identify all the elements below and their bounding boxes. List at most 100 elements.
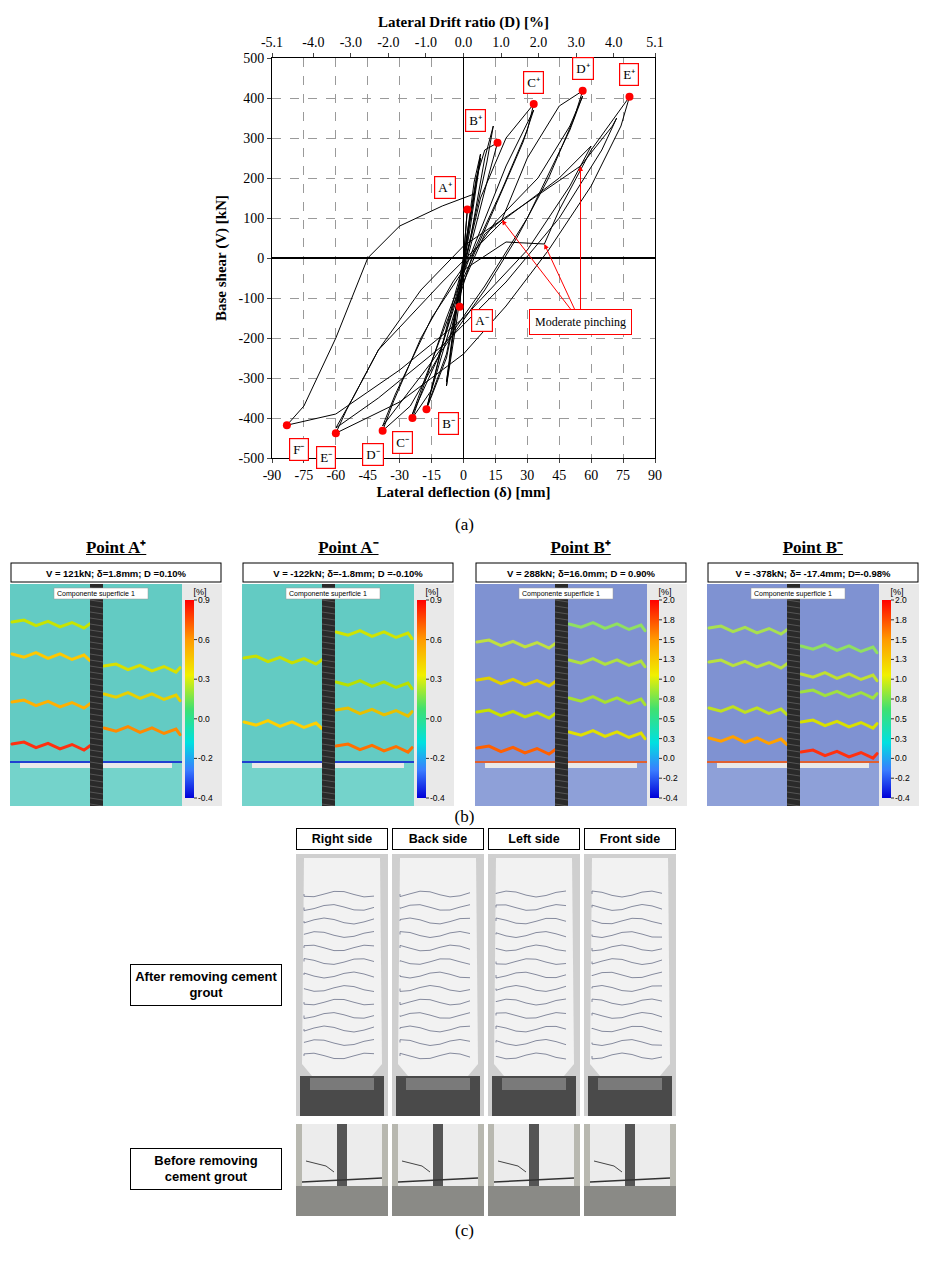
svg-text:Lateral deflection (δ) [mm]: Lateral deflection (δ) [mm]: [377, 484, 551, 501]
svg-text:0.0: 0.0: [663, 753, 675, 763]
svg-text:-0.4: -0.4: [663, 793, 678, 803]
svg-text:0.0: 0.0: [198, 714, 210, 724]
svg-text:V = -122kN; δ=-1.8mm; D =-0.10: V = -122kN; δ=-1.8mm; D =-0.10%: [274, 568, 424, 579]
svg-text:E⁻: E⁻: [320, 450, 332, 465]
svg-text:D⁺: D⁺: [576, 61, 589, 76]
svg-text:1.0: 1.0: [492, 35, 510, 50]
svg-text:2.0: 2.0: [895, 595, 907, 605]
svg-text:0.9: 0.9: [430, 595, 442, 605]
svg-text:60: 60: [584, 468, 598, 483]
svg-text:0.3: 0.3: [430, 674, 442, 684]
svg-text:-2.0: -2.0: [377, 35, 399, 50]
svg-text:1.5: 1.5: [895, 635, 907, 645]
svg-text:-3.0: -3.0: [340, 35, 362, 50]
svg-text:1.0: 1.0: [895, 674, 907, 684]
svg-text:Lateral Drift ratio (D) [%]: Lateral Drift ratio (D) [%]: [378, 14, 549, 31]
svg-text:1.8: 1.8: [895, 615, 907, 625]
svg-text:0.0: 0.0: [430, 714, 442, 724]
svg-text:C⁺: C⁺: [527, 75, 540, 90]
svg-text:-45: -45: [358, 468, 377, 483]
html-text:Point B⁻: Point B⁻: [782, 538, 843, 557]
html-text:Point A⁺: Point A⁺: [86, 538, 147, 557]
svg-text:-0.4: -0.4: [895, 793, 910, 803]
svg-text:1.0: 1.0: [663, 674, 675, 684]
svg-text:100: 100: [243, 211, 264, 226]
svg-text:0.8: 0.8: [663, 694, 675, 704]
svg-text:V = 288kN; δ=16.0mm; D = 0.90%: V = 288kN; δ=16.0mm; D = 0.90%: [507, 568, 656, 579]
svg-text:-0.2: -0.2: [430, 753, 445, 763]
svg-text:D⁻: D⁻: [366, 447, 379, 462]
svg-text:0.6: 0.6: [198, 635, 210, 645]
svg-text:-4.0: -4.0: [302, 35, 324, 50]
svg-text:A⁻: A⁻: [475, 313, 488, 328]
svg-text:0.8: 0.8: [895, 694, 907, 704]
svg-text:-200: -200: [239, 331, 265, 346]
svg-text:-30: -30: [390, 468, 409, 483]
svg-text:Componente superficie 1: Componente superficie 1: [57, 590, 135, 598]
svg-text:-500: -500: [239, 451, 265, 466]
html-text:(a): (a): [455, 515, 474, 534]
svg-text:0.3: 0.3: [895, 734, 907, 744]
svg-text:-5.1: -5.1: [261, 35, 283, 50]
svg-text:-15: -15: [422, 468, 441, 483]
svg-text:2.0: 2.0: [530, 35, 548, 50]
html-text:Point B⁺: Point B⁺: [550, 538, 611, 557]
svg-text:0.5: 0.5: [663, 714, 675, 724]
svg-text:500: 500: [243, 51, 264, 66]
svg-text:0.6: 0.6: [430, 635, 442, 645]
svg-text:E⁺: E⁺: [623, 67, 635, 82]
html-text:After removing cement grout: After removing cement grout: [135, 969, 277, 1000]
svg-text:0.5: 0.5: [895, 714, 907, 724]
svg-text:300: 300: [243, 131, 264, 146]
svg-text:-0.4: -0.4: [430, 793, 445, 803]
svg-text:200: 200: [243, 171, 264, 186]
svg-text:15: 15: [488, 468, 502, 483]
svg-text:1.8: 1.8: [663, 615, 675, 625]
svg-text:0.3: 0.3: [663, 734, 675, 744]
svg-text:V = -378kN; δ= -17.4mm; D=-0.9: V = -378kN; δ= -17.4mm; D=-0.98%: [735, 568, 890, 579]
svg-text:-75: -75: [295, 468, 314, 483]
svg-text:-1.0: -1.0: [415, 35, 437, 50]
svg-text:-90: -90: [263, 468, 282, 483]
svg-text:0: 0: [257, 251, 264, 266]
html-text:Before removing cement grout: Before removing cement grout: [154, 1153, 258, 1184]
svg-text:F⁻: F⁻: [293, 442, 304, 457]
svg-text:B⁺: B⁺: [469, 113, 482, 128]
svg-text:2.0: 2.0: [663, 595, 675, 605]
svg-text:Componente superficie 1: Componente superficie 1: [289, 590, 367, 598]
svg-text:1.3: 1.3: [663, 654, 675, 664]
svg-text:-60: -60: [326, 468, 345, 483]
svg-text:0.3: 0.3: [198, 674, 210, 684]
svg-text:0: 0: [460, 468, 467, 483]
svg-text:4.0: 4.0: [605, 35, 623, 50]
svg-text:A⁺: A⁺: [438, 180, 451, 195]
svg-text:Componente superficie 1: Componente superficie 1: [522, 590, 600, 598]
svg-text:1.5: 1.5: [663, 635, 675, 645]
svg-text:1.3: 1.3: [895, 654, 907, 664]
svg-text:0.0: 0.0: [455, 35, 473, 50]
svg-text:-300: -300: [239, 371, 265, 386]
svg-text:90: 90: [648, 468, 662, 483]
svg-text:-0.2: -0.2: [663, 773, 678, 783]
svg-text:-100: -100: [239, 291, 265, 306]
svg-text:30: 30: [520, 468, 534, 483]
svg-text:V = 121kN; δ=1.8mm; D =0.10%: V = 121kN; δ=1.8mm; D =0.10%: [46, 568, 187, 579]
svg-text:400: 400: [243, 91, 264, 106]
svg-text:0.9: 0.9: [198, 595, 210, 605]
svg-text:-0.4: -0.4: [198, 793, 213, 803]
svg-text:3.0: 3.0: [567, 35, 585, 50]
svg-text:C⁻: C⁻: [396, 435, 409, 450]
html-text:(b): (b): [454, 807, 475, 826]
html-text:Point A⁻: Point A⁻: [318, 538, 379, 557]
svg-text:Componente superficie 1: Componente superficie 1: [754, 590, 832, 598]
svg-text:-0.2: -0.2: [198, 753, 213, 763]
svg-text:0.0: 0.0: [895, 753, 907, 763]
svg-text:45: 45: [552, 468, 566, 483]
svg-text:-0.2: -0.2: [895, 773, 910, 783]
svg-text:5.1: 5.1: [646, 35, 664, 50]
svg-text:Moderate pinching: Moderate pinching: [535, 315, 626, 329]
svg-text:75: 75: [616, 468, 630, 483]
svg-text:Base shear (V) [kN]: Base shear (V) [kN]: [213, 195, 230, 321]
svg-text:B⁻: B⁻: [442, 416, 455, 431]
svg-text:-400: -400: [239, 411, 265, 426]
